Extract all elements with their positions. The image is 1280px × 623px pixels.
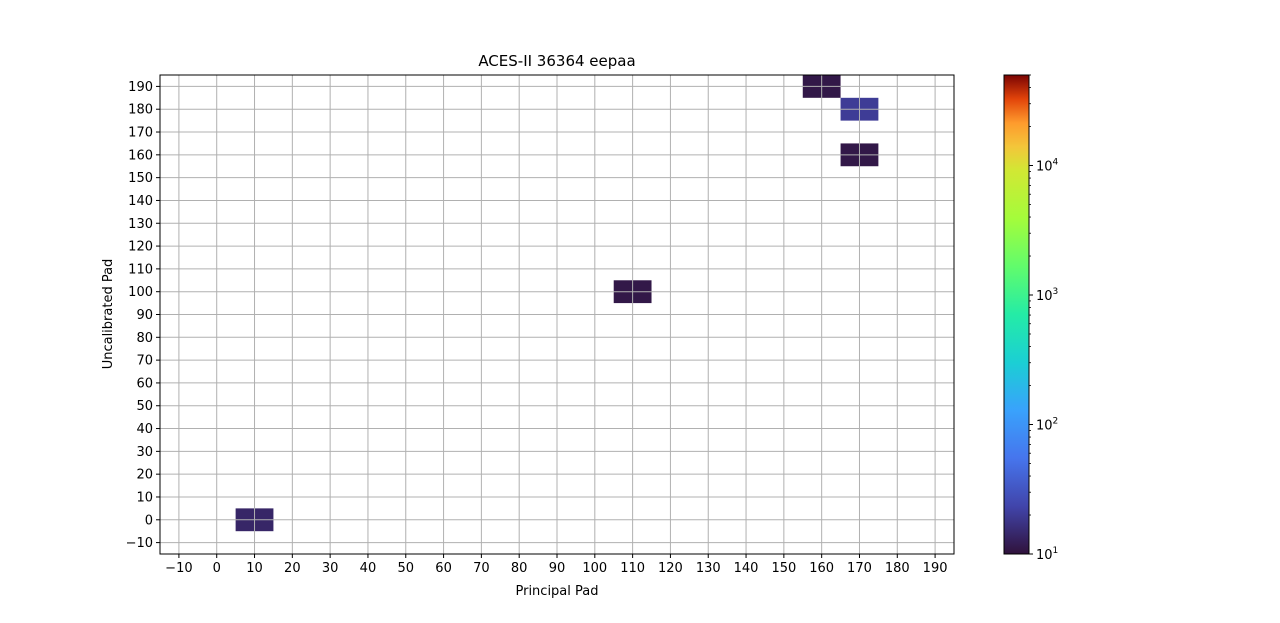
x-tick-label: 80 <box>511 561 528 576</box>
x-tick-label: 190 <box>923 561 948 576</box>
x-tick-label: 10 <box>246 561 263 576</box>
y-tick-label: 0 <box>145 513 153 528</box>
x-tick-label: 130 <box>696 561 721 576</box>
grid-lines <box>160 75 954 554</box>
y-tick-label: 110 <box>128 262 153 277</box>
x-tick-label: 90 <box>549 561 566 576</box>
y-tick-label: 10 <box>136 490 153 505</box>
y-tick-label: 70 <box>136 354 153 369</box>
x-tick-label: 120 <box>658 561 683 576</box>
x-tick-label: 150 <box>771 561 796 576</box>
y-tick-label: 100 <box>128 285 153 300</box>
y-tick-label: 80 <box>136 331 153 346</box>
y-tick-label: 140 <box>128 194 153 209</box>
x-tick-label: 30 <box>322 561 339 576</box>
y-tick-label: 30 <box>136 445 153 460</box>
x-tick-label: 180 <box>885 561 910 576</box>
plot-area: −10 0 10 20 30 40 50 60 70 80 90 100 110 120 130 140 150… <box>126 74 955 576</box>
x-tick-label: 40 <box>360 561 377 576</box>
x-tick-label: 140 <box>734 561 759 576</box>
x-tick-label: 60 <box>435 561 452 576</box>
x-tick-label: 70 <box>473 561 490 576</box>
colorbar-tick-label: 102 <box>1036 417 1058 434</box>
y-tick-label: 20 <box>136 468 153 483</box>
y-tick-label: 50 <box>136 399 153 414</box>
x-tick-label: −10 <box>165 561 192 576</box>
x-tick-label: 0 <box>213 561 221 576</box>
colorbar-ticks: 101 102 103 104 <box>1029 74 1059 563</box>
x-tick-label: 110 <box>620 561 645 576</box>
y-tick-label: 40 <box>136 422 153 437</box>
y-axis-label: Uncalibrated Pad <box>101 259 116 370</box>
colorbar-tick-label: 103 <box>1036 287 1058 304</box>
y-tick-label: 130 <box>128 217 153 232</box>
y-tick-label: 150 <box>128 171 153 186</box>
y-axis-ticks: −10 0 10 20 30 40 50 60 70 80 90 100 110 120 130 140 150… <box>126 80 160 551</box>
colorbar-gradient <box>1003 74 1030 555</box>
colorbar-tick-label: 104 <box>1036 158 1059 175</box>
y-tick-label: 170 <box>128 126 153 141</box>
x-tick-label: 20 <box>284 561 301 576</box>
x-tick-label: 100 <box>582 561 607 576</box>
chart-title: ACES-II 36364 eepaa <box>478 52 635 70</box>
y-tick-label: 160 <box>128 148 153 163</box>
colorbar: 101 102 103 104 <box>1003 74 1059 563</box>
y-tick-label: −10 <box>126 536 153 551</box>
x-tick-label: 160 <box>809 561 834 576</box>
y-tick-label: 190 <box>128 80 153 95</box>
colorbar-tick-label: 101 <box>1036 546 1058 563</box>
y-tick-label: 90 <box>136 308 153 323</box>
y-tick-label: 120 <box>128 240 153 255</box>
x-tick-label: 170 <box>847 561 872 576</box>
y-tick-label: 60 <box>136 376 153 391</box>
x-axis-label: Principal Pad <box>515 584 598 599</box>
y-tick-label: 180 <box>128 103 153 118</box>
x-tick-label: 50 <box>397 561 414 576</box>
x-axis-ticks: −10 0 10 20 30 40 50 60 70 80 90 100 110 120 130 140 150… <box>165 554 948 576</box>
